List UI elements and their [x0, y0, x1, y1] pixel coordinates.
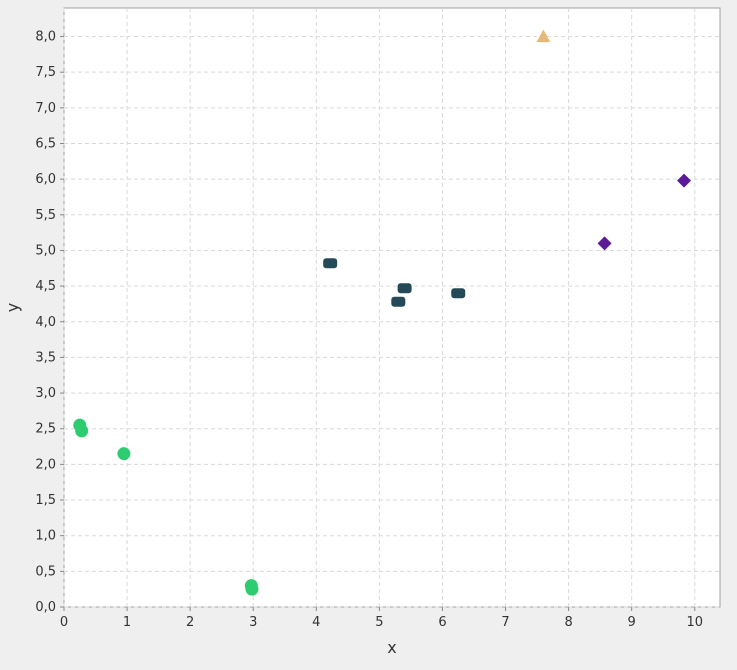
y-tick-label: 1,0	[35, 529, 56, 544]
data-point-circle	[245, 582, 259, 596]
x-tick-label: 6	[438, 615, 446, 630]
x-tick-label: 5	[375, 615, 383, 630]
y-tick-label: 8,0	[35, 30, 56, 45]
x-tick-label: 10	[686, 615, 703, 630]
y-tick-label: 0,0	[35, 600, 56, 615]
x-axis-ticks: 0 1 2 3 4 5 6 7 8 9 10	[60, 607, 703, 630]
grid-lines	[63, 8, 720, 608]
data-point-circle	[117, 447, 131, 461]
data-point-circle	[75, 424, 89, 438]
data-points	[73, 29, 692, 596]
x-axis-label: x	[387, 638, 396, 657]
x-tick-label: 8	[564, 615, 572, 630]
data-point-diamond	[677, 173, 692, 188]
x-tick-label: 0	[60, 615, 68, 630]
data-point-square	[323, 258, 338, 269]
y-axis-label: y	[3, 303, 22, 312]
x-tick-label: 4	[312, 615, 320, 630]
y-tick-label: 2,0	[35, 457, 56, 472]
y-tick-label: 6,0	[35, 172, 56, 187]
y-tick-label: 5,0	[35, 243, 56, 258]
y-tick-label: 7,0	[35, 101, 56, 116]
y-tick-label: 1,5	[35, 493, 56, 508]
y-tick-label: 4,5	[35, 279, 56, 294]
x-tick-label: 3	[249, 615, 257, 630]
x-tick-label: 7	[501, 615, 509, 630]
y-tick-label: 7,5	[35, 65, 56, 80]
y-tick-label: 3,5	[35, 350, 56, 365]
x-tick-label: 1	[123, 615, 131, 630]
y-tick-label: 2,5	[35, 422, 56, 437]
plot-area	[63, 7, 721, 608]
y-tick-label: 5,5	[35, 208, 56, 223]
data-point-square	[451, 288, 466, 299]
y-tick-label: 4,0	[35, 315, 56, 330]
x-tick-label: 9	[628, 615, 636, 630]
y-axis-ticks: 0,0 0,5 1,0 1,5 2,0 2,5 3,0 3,5 4,0 4,5 5,0 5,5 6,0 6…	[35, 30, 64, 615]
y-tick-label: 3,0	[35, 386, 56, 401]
y-tick-label: 0,5	[35, 564, 56, 579]
data-point-triangle	[536, 29, 551, 43]
data-point-square	[391, 296, 406, 307]
x-tick-label: 2	[186, 615, 194, 630]
data-point-square	[397, 283, 412, 294]
y-tick-label: 6,5	[35, 136, 56, 151]
data-point-diamond	[597, 236, 612, 251]
